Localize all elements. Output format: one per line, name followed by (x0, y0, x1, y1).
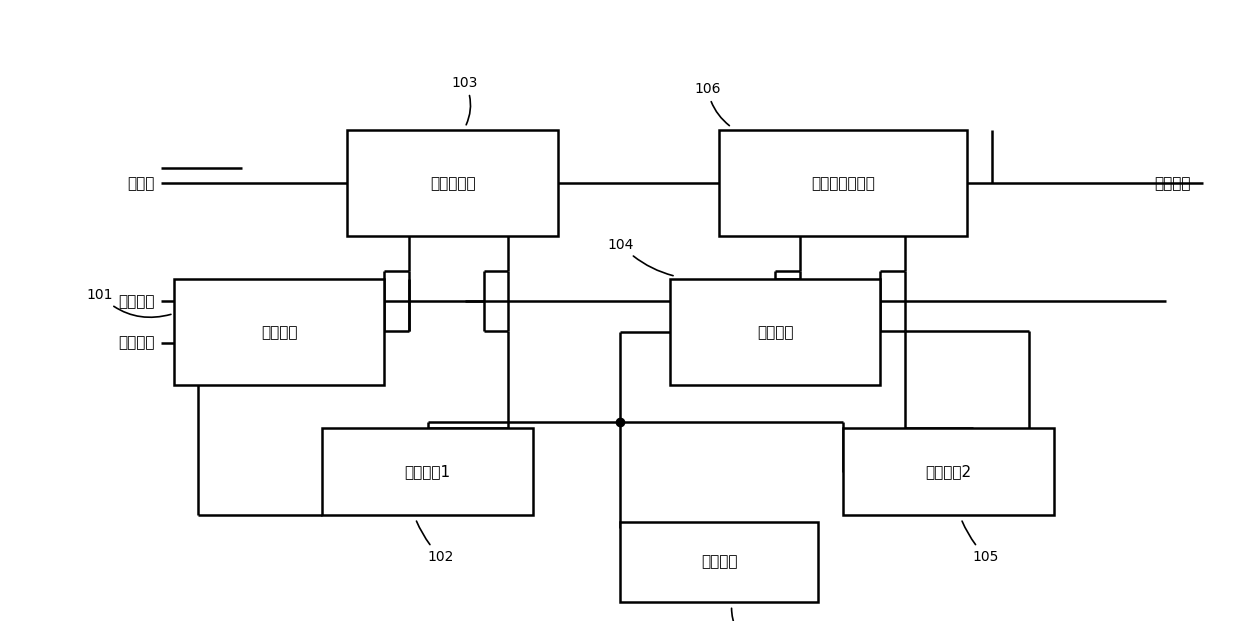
Text: 104: 104 (608, 237, 673, 276)
Bar (719, 130, 967, 236)
Text: 平衡单元: 平衡单元 (756, 325, 794, 340)
Bar (347, 130, 558, 236)
Bar (322, 428, 533, 515)
Text: 数据输出: 数据输出 (1154, 176, 1190, 191)
Text: 灵敏放大器: 灵敏放大器 (430, 176, 475, 191)
Text: 调整电路: 调整电路 (701, 555, 738, 569)
Text: 读信号: 读信号 (128, 176, 155, 191)
Text: 106: 106 (694, 82, 729, 125)
Text: 字线选择: 字线选择 (119, 335, 155, 350)
Text: 101: 101 (87, 288, 171, 317)
Text: 冗余单元1: 冗余单元1 (404, 465, 451, 479)
Bar (843, 428, 1054, 515)
Bar (620, 522, 818, 602)
Text: 存储单元: 存储单元 (260, 325, 298, 340)
Bar (174, 279, 384, 385)
Text: 105: 105 (962, 521, 999, 564)
Text: 冗余单元2: 冗余单元2 (925, 465, 972, 479)
Bar (670, 279, 880, 385)
Text: 平衡灵敏放大器: 平衡灵敏放大器 (811, 176, 875, 191)
Text: 103: 103 (451, 76, 479, 125)
Text: 102: 102 (417, 521, 454, 564)
Text: 位线选择: 位线选择 (119, 294, 155, 309)
Text: 107: 107 (730, 608, 758, 621)
